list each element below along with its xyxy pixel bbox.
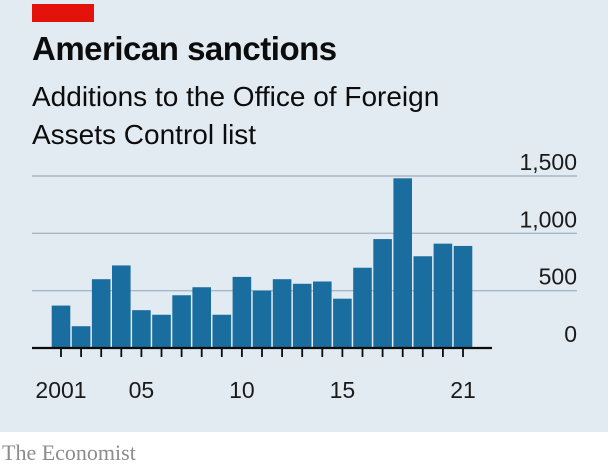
bar <box>252 290 272 348</box>
bar <box>51 305 71 348</box>
y-axis-labels: 0 500 1,000 1,500 <box>519 149 577 347</box>
y-tick-label: 500 <box>539 264 577 290</box>
bar <box>232 276 252 348</box>
bar <box>212 314 232 348</box>
bar <box>152 314 171 348</box>
bar <box>172 295 191 348</box>
bar <box>373 239 392 348</box>
source-label: The Economist <box>2 440 136 465</box>
chart-title: American sanctions <box>32 30 337 67</box>
chart-card: American sanctions Additions to the Offi… <box>0 0 608 432</box>
bar <box>333 298 352 348</box>
x-tick-label: 21 <box>450 377 476 403</box>
bar <box>292 283 312 348</box>
bar <box>353 267 372 348</box>
bar-chart: 2001 05 10 15 21 0 500 1,000 1,500 <box>32 149 577 403</box>
bar <box>313 281 332 348</box>
bar <box>132 310 151 348</box>
bar <box>433 243 453 348</box>
bars <box>51 178 473 348</box>
x-tick-label: 05 <box>129 377 155 403</box>
bar <box>112 265 131 348</box>
y-tick-label: 0 <box>564 321 577 347</box>
brand-red-bar <box>32 4 94 22</box>
y-tick-label: 1,500 <box>519 149 577 175</box>
bar <box>413 256 433 348</box>
bar <box>192 287 211 348</box>
bar <box>453 245 473 348</box>
x-tick-label: 10 <box>229 377 255 403</box>
bar <box>272 279 292 348</box>
bar <box>71 326 91 348</box>
x-tick-label: 2001 <box>35 377 86 403</box>
chart-subtitle: Additions to the Office of Foreign Asset… <box>32 81 440 150</box>
x-tick-label: 15 <box>330 377 356 403</box>
bar <box>393 178 412 348</box>
x-axis: 2001 05 10 15 21 <box>32 346 492 403</box>
bar <box>91 279 111 348</box>
y-tick-label: 1,000 <box>519 206 577 232</box>
